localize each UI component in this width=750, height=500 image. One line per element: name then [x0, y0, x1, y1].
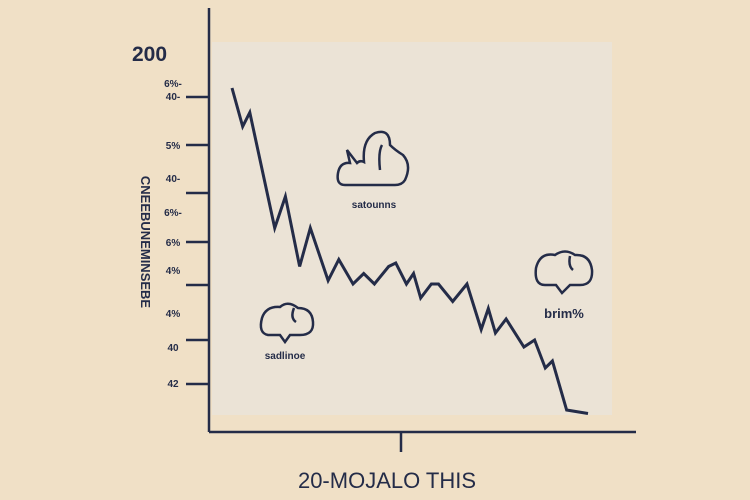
speech-cloud-icon: [259, 302, 315, 345]
annotation-2: sadlinoe: [259, 302, 315, 362]
annotation-label: brim%: [544, 306, 584, 321]
series-line: [230, 87, 589, 415]
y-tick-label: 4%: [166, 266, 181, 277]
annotation-3: brim%: [534, 250, 594, 321]
y-axis-label: CNEEBUNEMINSEBE: [138, 176, 153, 309]
y-tick-label: 40-: [166, 92, 180, 103]
annotation-label: satounns: [352, 200, 397, 211]
x-axis-label: 20-MOJALO THIS: [298, 468, 476, 493]
speech-cloud-icon: [534, 250, 594, 295]
y-tick-label: 40: [167, 343, 179, 354]
annotation-1: satounns: [336, 130, 410, 211]
cloud-icon: [336, 130, 410, 187]
y-tick-label: 40-: [166, 174, 180, 185]
y-tick-label: 6%-: [164, 208, 182, 219]
y-tick-label: 4%: [166, 309, 181, 320]
y-tick-label: 5%: [166, 141, 181, 152]
y-tick-label: 42: [167, 379, 179, 390]
annotation-label: sadlinoe: [265, 351, 306, 362]
plot-area: [212, 42, 612, 415]
y-tick-label: 6%: [166, 238, 181, 249]
y-tick-label: 6%-: [164, 79, 182, 90]
chart-title: 200: [132, 43, 167, 66]
